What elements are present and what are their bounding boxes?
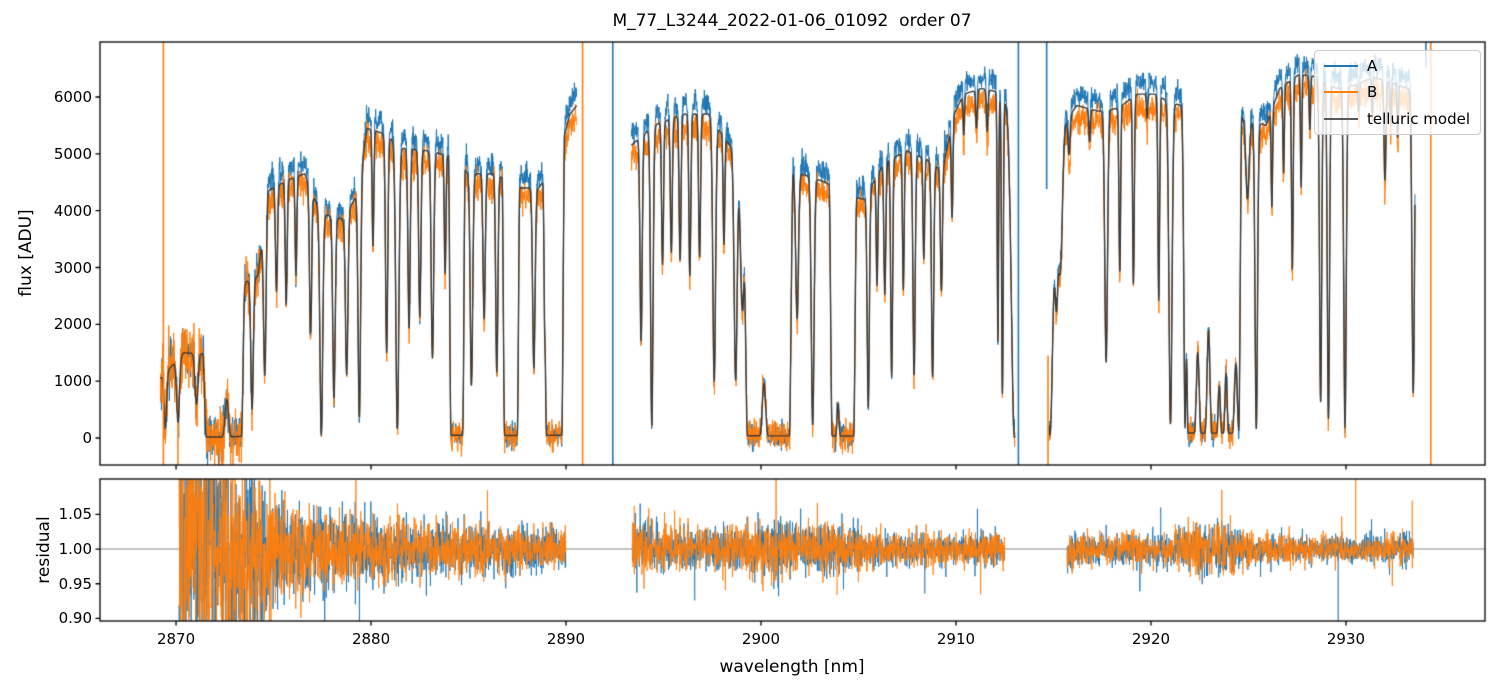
legend-line-sample	[1324, 91, 1358, 94]
flux-tick-label: 2000	[53, 315, 92, 334]
legend-item-label: A	[1367, 57, 1378, 76]
legend-item-b: B	[1315, 79, 1480, 105]
residual-tick-label: 0.95	[58, 574, 92, 593]
legend-item-a: A	[1315, 53, 1480, 79]
wavelength-tick-label: 2910	[936, 630, 976, 648]
legend-item-label: B	[1367, 83, 1378, 102]
plot-title: M_77_L3244_2022-01-06_01092 order 07	[612, 11, 972, 31]
flux-tick-label: 3000	[53, 258, 92, 277]
legend-item-label: telluric model	[1367, 109, 1471, 128]
legend-line-sample	[1324, 117, 1358, 120]
legend-line-sample	[1324, 65, 1358, 68]
wavelength-tick-label: 2880	[351, 630, 391, 648]
wavelength-tick-label: 2900	[741, 630, 781, 648]
wavelength-tick-label: 2930	[1326, 630, 1366, 648]
flux-tick-label: 4000	[53, 201, 92, 220]
legend-item-telluric-model: telluric model	[1315, 106, 1480, 132]
wavelength-tick-label: 2870	[156, 630, 196, 648]
flux-tick-label: 5000	[53, 144, 92, 163]
residual-tick-label: 1.05	[58, 505, 92, 524]
wavelength-axis-label: wavelength [nm]	[719, 657, 865, 677]
flux-tick-label: 0	[82, 429, 92, 447]
residual-tick-label: 0.90	[58, 609, 92, 628]
residual-tick-label: 1.00	[58, 540, 92, 559]
flux-axis-label: flux [ADU]	[16, 209, 36, 297]
flux-tick-label: 6000	[53, 88, 92, 106]
flux-tick-label: 1000	[53, 372, 92, 391]
wavelength-tick-label: 2890	[546, 630, 586, 648]
wavelength-tick-label: 2920	[1131, 630, 1171, 648]
